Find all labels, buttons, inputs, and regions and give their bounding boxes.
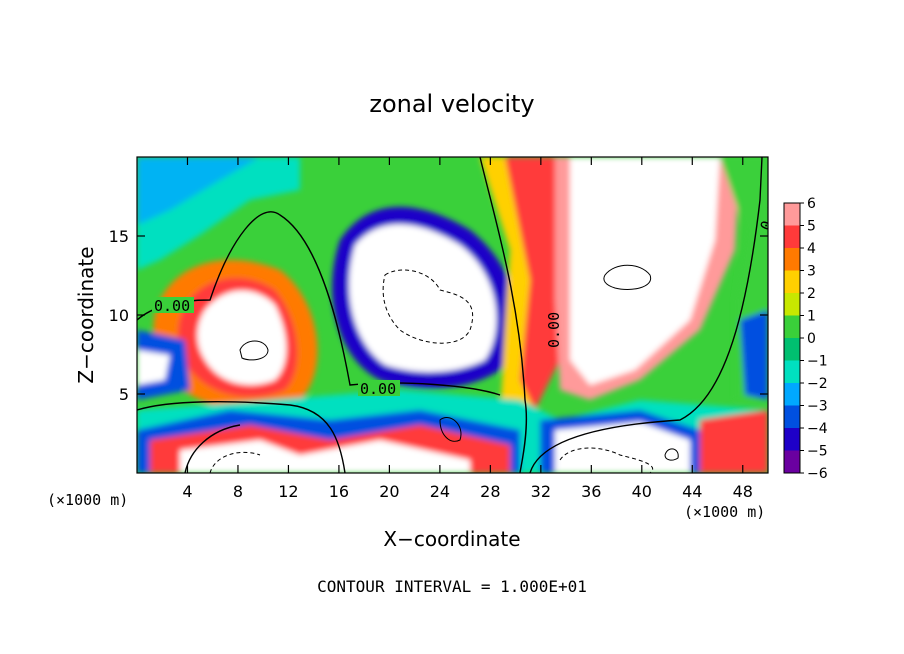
x-tick-label: 48 <box>733 482 753 501</box>
contour-label: 0.00 <box>154 297 190 315</box>
colorbar-tick-label: 2 <box>807 286 816 302</box>
contour-label: 0.00 <box>545 312 563 348</box>
contour-label: 0.00 <box>360 380 396 398</box>
colorbar-tick-label: −6 <box>807 466 828 482</box>
x-tick-label: 32 <box>531 482 551 501</box>
colorbar-swatch <box>784 360 800 384</box>
y-axis-label: Z−coordinate <box>74 246 98 383</box>
colorbar-swatch <box>784 405 800 429</box>
colorbar-swatch <box>784 338 800 361</box>
colorbar: 6 5 4 3 2 1 0 −1 −2 −3 −4 −5 −6 <box>783 196 828 482</box>
colorbar-tick-label: 3 <box>807 264 816 280</box>
colorbar-tick-label: 6 <box>807 196 816 212</box>
colorbar-tick-label: −4 <box>807 421 828 437</box>
colorbar-tick-label: 5 <box>807 219 816 235</box>
x-axis: 4 8 12 16 20 24 28 32 36 40 44 48 <box>182 157 753 501</box>
colorbar-tick-label: 0 <box>807 331 816 347</box>
x-tick-label: 8 <box>233 482 243 501</box>
colorbar-tick-label: 1 <box>807 309 816 325</box>
x-tick-label: 4 <box>182 482 192 501</box>
x-axis-label: X−coordinate <box>383 527 520 551</box>
y-axis: 5 10 15 <box>109 227 768 404</box>
colorbar-swatch <box>784 248 800 271</box>
contour-label: 0.00 <box>756 193 786 233</box>
x-tick-label: 16 <box>329 482 349 501</box>
colorbar-swatch <box>784 225 800 249</box>
velocity-field: 0.00 0.00 0.00 0.00 <box>137 157 786 473</box>
colorbar-tick-label: −3 <box>807 399 828 415</box>
x-tick-label: 24 <box>430 482 450 501</box>
colorbar-swatch <box>784 270 800 294</box>
x-tick-label: 36 <box>581 482 601 501</box>
colorbar-swatch <box>784 428 800 451</box>
x-unit-right: (×1000 m) <box>684 503 765 521</box>
colorbar-swatch <box>784 383 800 406</box>
x-unit-left: (×1000 m) <box>47 491 128 509</box>
y-tick-label: 10 <box>109 306 129 325</box>
x-tick-label: 28 <box>480 482 500 501</box>
colorbar-swatch <box>784 293 800 316</box>
colorbar-tick-label: −5 <box>807 444 828 460</box>
x-tick-label: 12 <box>278 482 298 501</box>
y-tick-label: 5 <box>119 385 129 404</box>
colorbar-swatch <box>784 203 800 226</box>
y-tick-label: 15 <box>109 227 129 246</box>
colorbar-tick-label: −2 <box>807 376 828 392</box>
x-tick-label: 20 <box>379 482 399 501</box>
chart-title: zonal velocity <box>369 90 534 118</box>
colorbar-swatch <box>784 450 800 474</box>
contour-lines <box>137 157 763 473</box>
contour-interval-note: CONTOUR INTERVAL = 1.000E+01 <box>317 577 587 596</box>
colorbar-tick-label: 4 <box>807 241 816 257</box>
colorbar-swatch <box>784 315 800 339</box>
x-tick-label: 40 <box>632 482 652 501</box>
x-tick-label: 44 <box>682 482 702 501</box>
colorbar-tick-label: −1 <box>807 354 828 370</box>
